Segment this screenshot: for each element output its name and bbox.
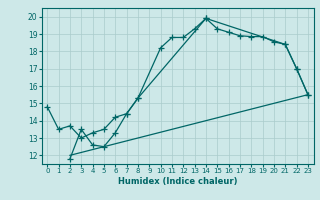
X-axis label: Humidex (Indice chaleur): Humidex (Indice chaleur) — [118, 177, 237, 186]
